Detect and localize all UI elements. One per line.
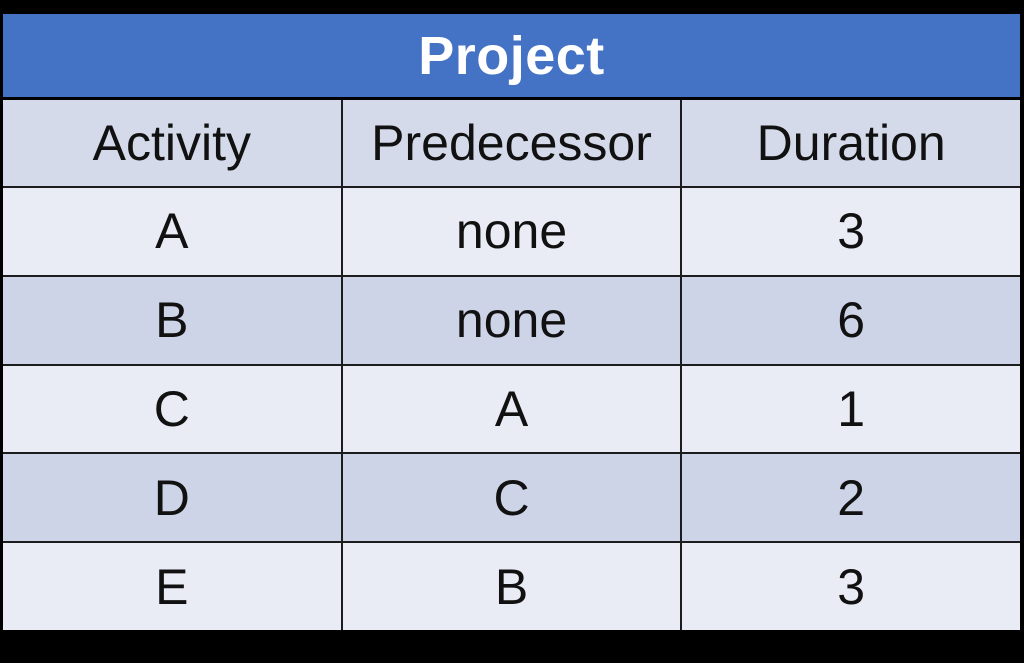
table-row: A none 3 <box>3 186 1020 275</box>
table-row: E B 3 <box>3 541 1020 630</box>
table-header-row: Activity Predecessor Duration <box>3 100 1020 186</box>
cell-predecessor: A <box>340 365 681 453</box>
column-header-predecessor: Predecessor <box>340 100 681 186</box>
cell-activity: B <box>155 292 189 349</box>
cell-activity: C <box>153 380 190 437</box>
cell-activity: A <box>155 203 189 260</box>
table-row: B none 6 <box>3 274 1020 364</box>
column-header-duration: Duration <box>680 100 1020 186</box>
cell-duration: 1 <box>680 365 1020 453</box>
cell-duration: 2 <box>680 454 1020 542</box>
table-row: C A 1 <box>3 363 1020 453</box>
cell-predecessor: none <box>340 276 681 364</box>
table-row: D C 2 <box>3 452 1020 542</box>
cell-activity: D <box>153 469 190 526</box>
cell-duration: 3 <box>680 188 1020 275</box>
cell-predecessor: B <box>340 543 681 630</box>
table-title: Project <box>3 14 1020 100</box>
cell-predecessor: none <box>340 188 681 275</box>
cell-duration: 3 <box>680 543 1020 630</box>
cell-duration: 6 <box>680 276 1020 364</box>
cell-predecessor: C <box>340 454 681 542</box>
column-header-activity: Activity <box>92 115 252 171</box>
cell-activity: E <box>155 558 189 615</box>
project-table: Project Activity Predecessor Duration A … <box>3 14 1020 630</box>
